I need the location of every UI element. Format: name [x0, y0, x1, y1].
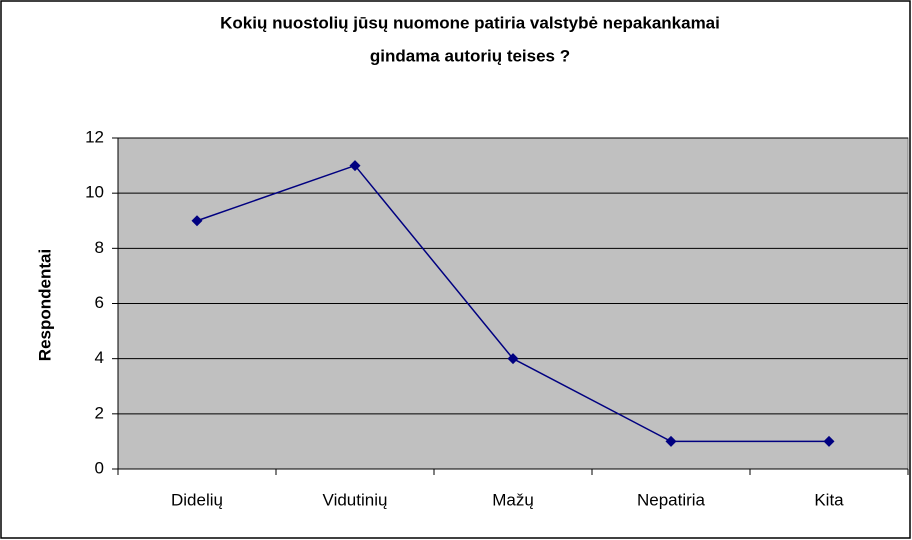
y-tick-label: 0	[95, 458, 104, 477]
x-tick-label: Kita	[814, 490, 844, 509]
y-tick-label: 10	[85, 183, 104, 202]
y-tick-label: 12	[85, 127, 104, 146]
data-point	[665, 435, 677, 447]
data-point	[349, 160, 361, 172]
data-point	[823, 435, 835, 447]
data-point	[191, 215, 203, 227]
y-tick-label: 8	[95, 238, 104, 257]
y-tick-label: 2	[95, 403, 104, 422]
x-tick-label: Vidutinių	[323, 490, 388, 509]
chart-title-line: Kokių nuostolių jūsų nuomone patiria val…	[220, 13, 720, 32]
x-tick-label: Mažų	[492, 490, 534, 509]
y-tick-label: 6	[95, 293, 104, 312]
y-axis-title: Respondentai	[35, 249, 54, 361]
x-tick-label: Didelių	[171, 490, 223, 509]
chart-title-line: gindama autorių teises ?	[370, 46, 570, 65]
x-tick-label: Nepatiria	[637, 490, 706, 509]
y-tick-label: 4	[95, 348, 104, 367]
data-point	[507, 353, 519, 365]
